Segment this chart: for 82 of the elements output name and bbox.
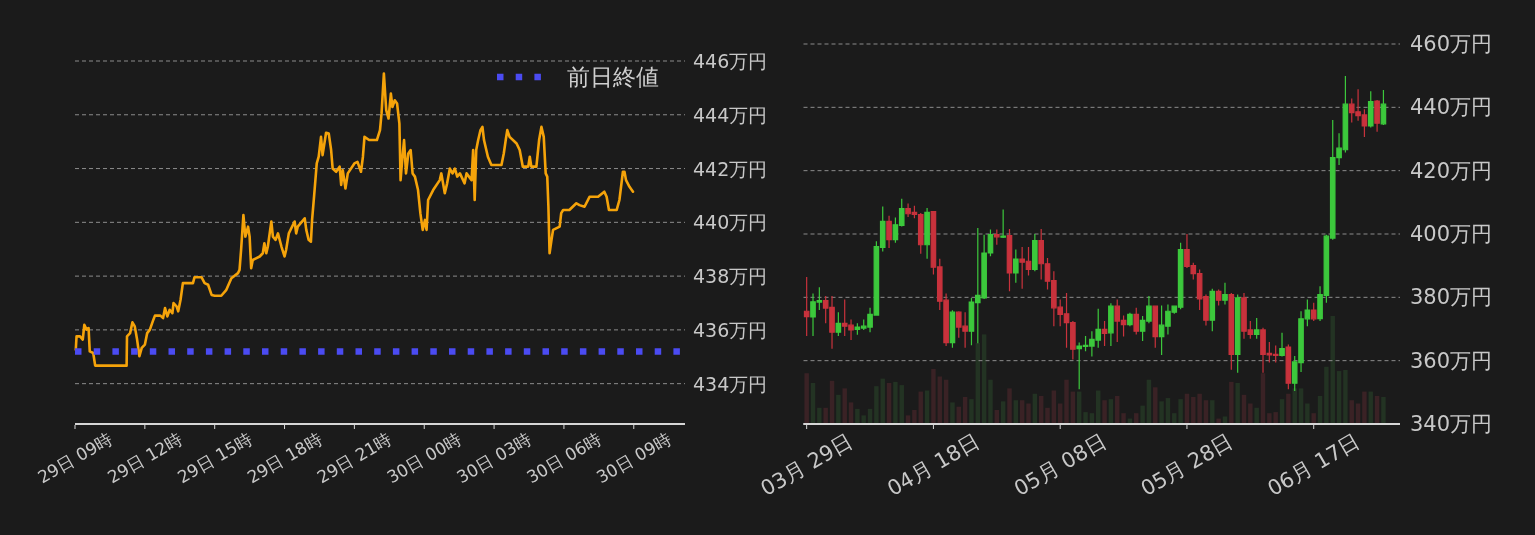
bar [1229,381,1234,424]
candlestick [1310,302,1317,322]
bar [931,368,936,424]
bar [1083,412,1088,424]
y-tick-label: 440万円 [1410,95,1493,120]
bar [874,386,879,424]
y-tick-label: 400万円 [1410,222,1493,246]
candlestick [1152,304,1159,349]
bar [1210,400,1215,424]
candlestick [1253,317,1260,340]
candlestick [1222,282,1228,306]
y-tick-label: 434万円 [693,372,768,395]
bar [1254,407,1259,424]
candlestick [1380,89,1387,126]
bar [1140,405,1145,424]
bar [1178,399,1183,424]
candlestick [1006,228,1013,292]
candlestick [1133,307,1140,335]
candlestick [949,309,956,349]
candlestick [1285,343,1292,390]
candlestick [1032,233,1038,272]
bar [1324,366,1329,424]
y-tick-label: 446万円 [693,50,768,72]
x-tick-label: 04月 18日 [883,429,984,501]
y-tick-label: 420万円 [1410,158,1493,183]
y-tick-label: 438万円 [693,265,768,288]
bar [1064,379,1069,424]
y-tick-label: 340万円 [1410,412,1493,436]
bar [1235,382,1240,424]
legend-label: 前日終値 [567,64,659,90]
bar [842,388,847,424]
bar [1343,370,1348,424]
y-tick-label: 436万円 [693,318,768,341]
bar [988,379,993,424]
candlestick [803,276,810,337]
bar [836,394,841,424]
candlestick [1108,302,1114,347]
candlestick [924,207,930,260]
candlestick [1374,99,1380,133]
y-tick-label: 442万円 [693,157,768,180]
bar [969,399,974,424]
bar [1159,401,1164,424]
x-tick-label: 06月 17日 [1263,429,1364,501]
bar [1292,388,1297,424]
candlestick [1279,332,1285,358]
candlestick [993,228,1000,246]
x-tick-label: 03月 29日 [756,429,857,501]
bar [1311,413,1316,424]
candlestick [1013,248,1019,284]
y-tick-label: 444万円 [693,103,768,126]
y-tick-label: 460万円 [1410,32,1493,56]
bar [823,407,828,424]
y-tick-label: 380万円 [1410,285,1493,310]
candlestick [1228,292,1235,371]
bar [817,407,822,424]
bar [1362,391,1367,424]
bar [1026,403,1031,424]
x-tick-label: 05月 28日 [1136,429,1238,501]
y-tick-label: 440万円 [693,211,768,234]
x-tick-label: 05月 08日 [1009,429,1111,501]
bar [912,409,917,424]
candlestick [1101,320,1108,347]
bar [950,402,955,424]
bar [1248,403,1253,424]
candlestick [1209,288,1216,332]
bar [804,373,809,424]
bar [1286,393,1291,424]
candlestick [1234,293,1241,374]
candlestick [886,215,892,249]
bar [1381,397,1386,424]
bar [1045,407,1050,424]
candlestick [1215,288,1222,307]
candlestick [835,311,842,337]
y-tick-label: 360万円 [1410,348,1493,373]
candlestick [1000,209,1006,239]
bar [1007,388,1012,424]
bar [1102,400,1107,424]
bar [1305,403,1310,424]
candlestick [1127,312,1133,327]
bar [1121,413,1126,424]
candlestick [1367,90,1374,129]
bar [893,381,898,424]
